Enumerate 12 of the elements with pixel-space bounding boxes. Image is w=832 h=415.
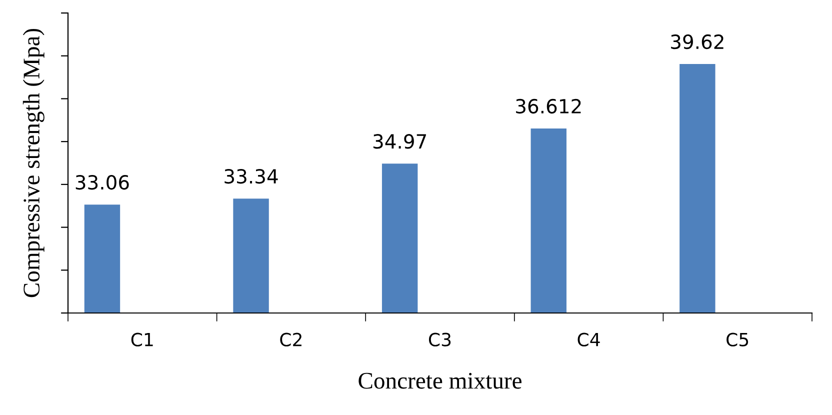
x-tick-label: C1: [131, 332, 153, 346]
data-label: 34.97: [373, 134, 426, 149]
data-label: 33.06: [76, 174, 129, 190]
data-label: 36.612: [516, 98, 581, 114]
x-tick-label: C3: [428, 332, 451, 346]
x-tick-label: C2: [280, 332, 302, 346]
y-axis-title: Compressive strength (Mpa): [22, 28, 44, 298]
x-tick-label: C4: [578, 332, 600, 346]
x-axis-title: Concrete mixture: [358, 372, 522, 389]
x-tick-label: C5: [726, 332, 748, 346]
data-label: 33.34: [224, 168, 278, 184]
data-label: 39.62: [671, 34, 724, 50]
